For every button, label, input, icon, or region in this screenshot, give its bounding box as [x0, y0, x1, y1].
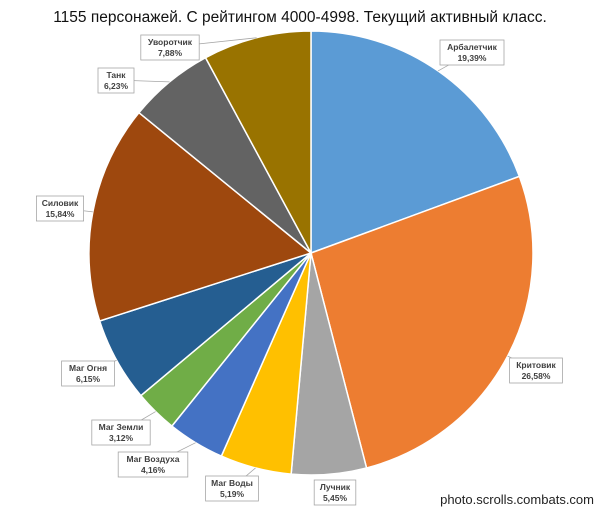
slice-label-name: Силовик	[42, 198, 79, 208]
slice-label-value: 6,15%	[76, 374, 101, 384]
slice-label-value: 26,58%	[522, 371, 551, 381]
slice-label-name: Маг Земли	[99, 422, 144, 432]
watermark-text: photo.scrolls.combats.com	[440, 492, 594, 507]
slice-label-box	[439, 39, 505, 66]
slice-label-value: 15,84%	[46, 209, 75, 219]
slice-label-name: Уворотчик	[148, 37, 193, 47]
slice-label-name: Критовик	[516, 360, 556, 370]
chart-title: 1155 персонажей. С рейтингом 4000-4998. …	[53, 9, 547, 26]
slice-label-box	[509, 357, 563, 384]
slice-label-value: 3,12%	[109, 433, 134, 443]
slice-label-name: Лучник	[320, 482, 351, 492]
pie-slice-8	[88, 111, 313, 322]
slice-label-box	[91, 419, 151, 446]
slice-label-name: Танк	[106, 70, 126, 80]
pie-slice-2	[310, 175, 534, 469]
slice-label-value: 19,39%	[458, 53, 487, 63]
slice-label-value: 7,88%	[158, 48, 183, 58]
slice-label-box	[205, 475, 259, 502]
slice-label-name: Маг Воздуха	[126, 454, 179, 464]
slice-label-box	[36, 195, 85, 222]
slice-label-value: 4,16%	[141, 465, 166, 475]
slice-label-value: 6,23%	[104, 81, 129, 91]
slice-label-box	[117, 451, 189, 478]
slice-label-box	[140, 34, 200, 61]
slice-label-box	[313, 479, 357, 506]
slice-label-name: Маг Огня	[69, 363, 107, 373]
pie-slice-10	[204, 30, 312, 254]
pie-slice-1	[310, 30, 521, 255]
slice-label-value: 5,45%	[323, 493, 348, 503]
slice-label-box	[61, 360, 115, 387]
slice-label-name: Маг Воды	[211, 478, 253, 488]
leader-line-9	[129, 80, 170, 83]
slice-label-box	[97, 67, 135, 94]
slice-label-name: Арбалетчик	[447, 42, 498, 52]
slice-label-value: 5,19%	[220, 489, 245, 499]
